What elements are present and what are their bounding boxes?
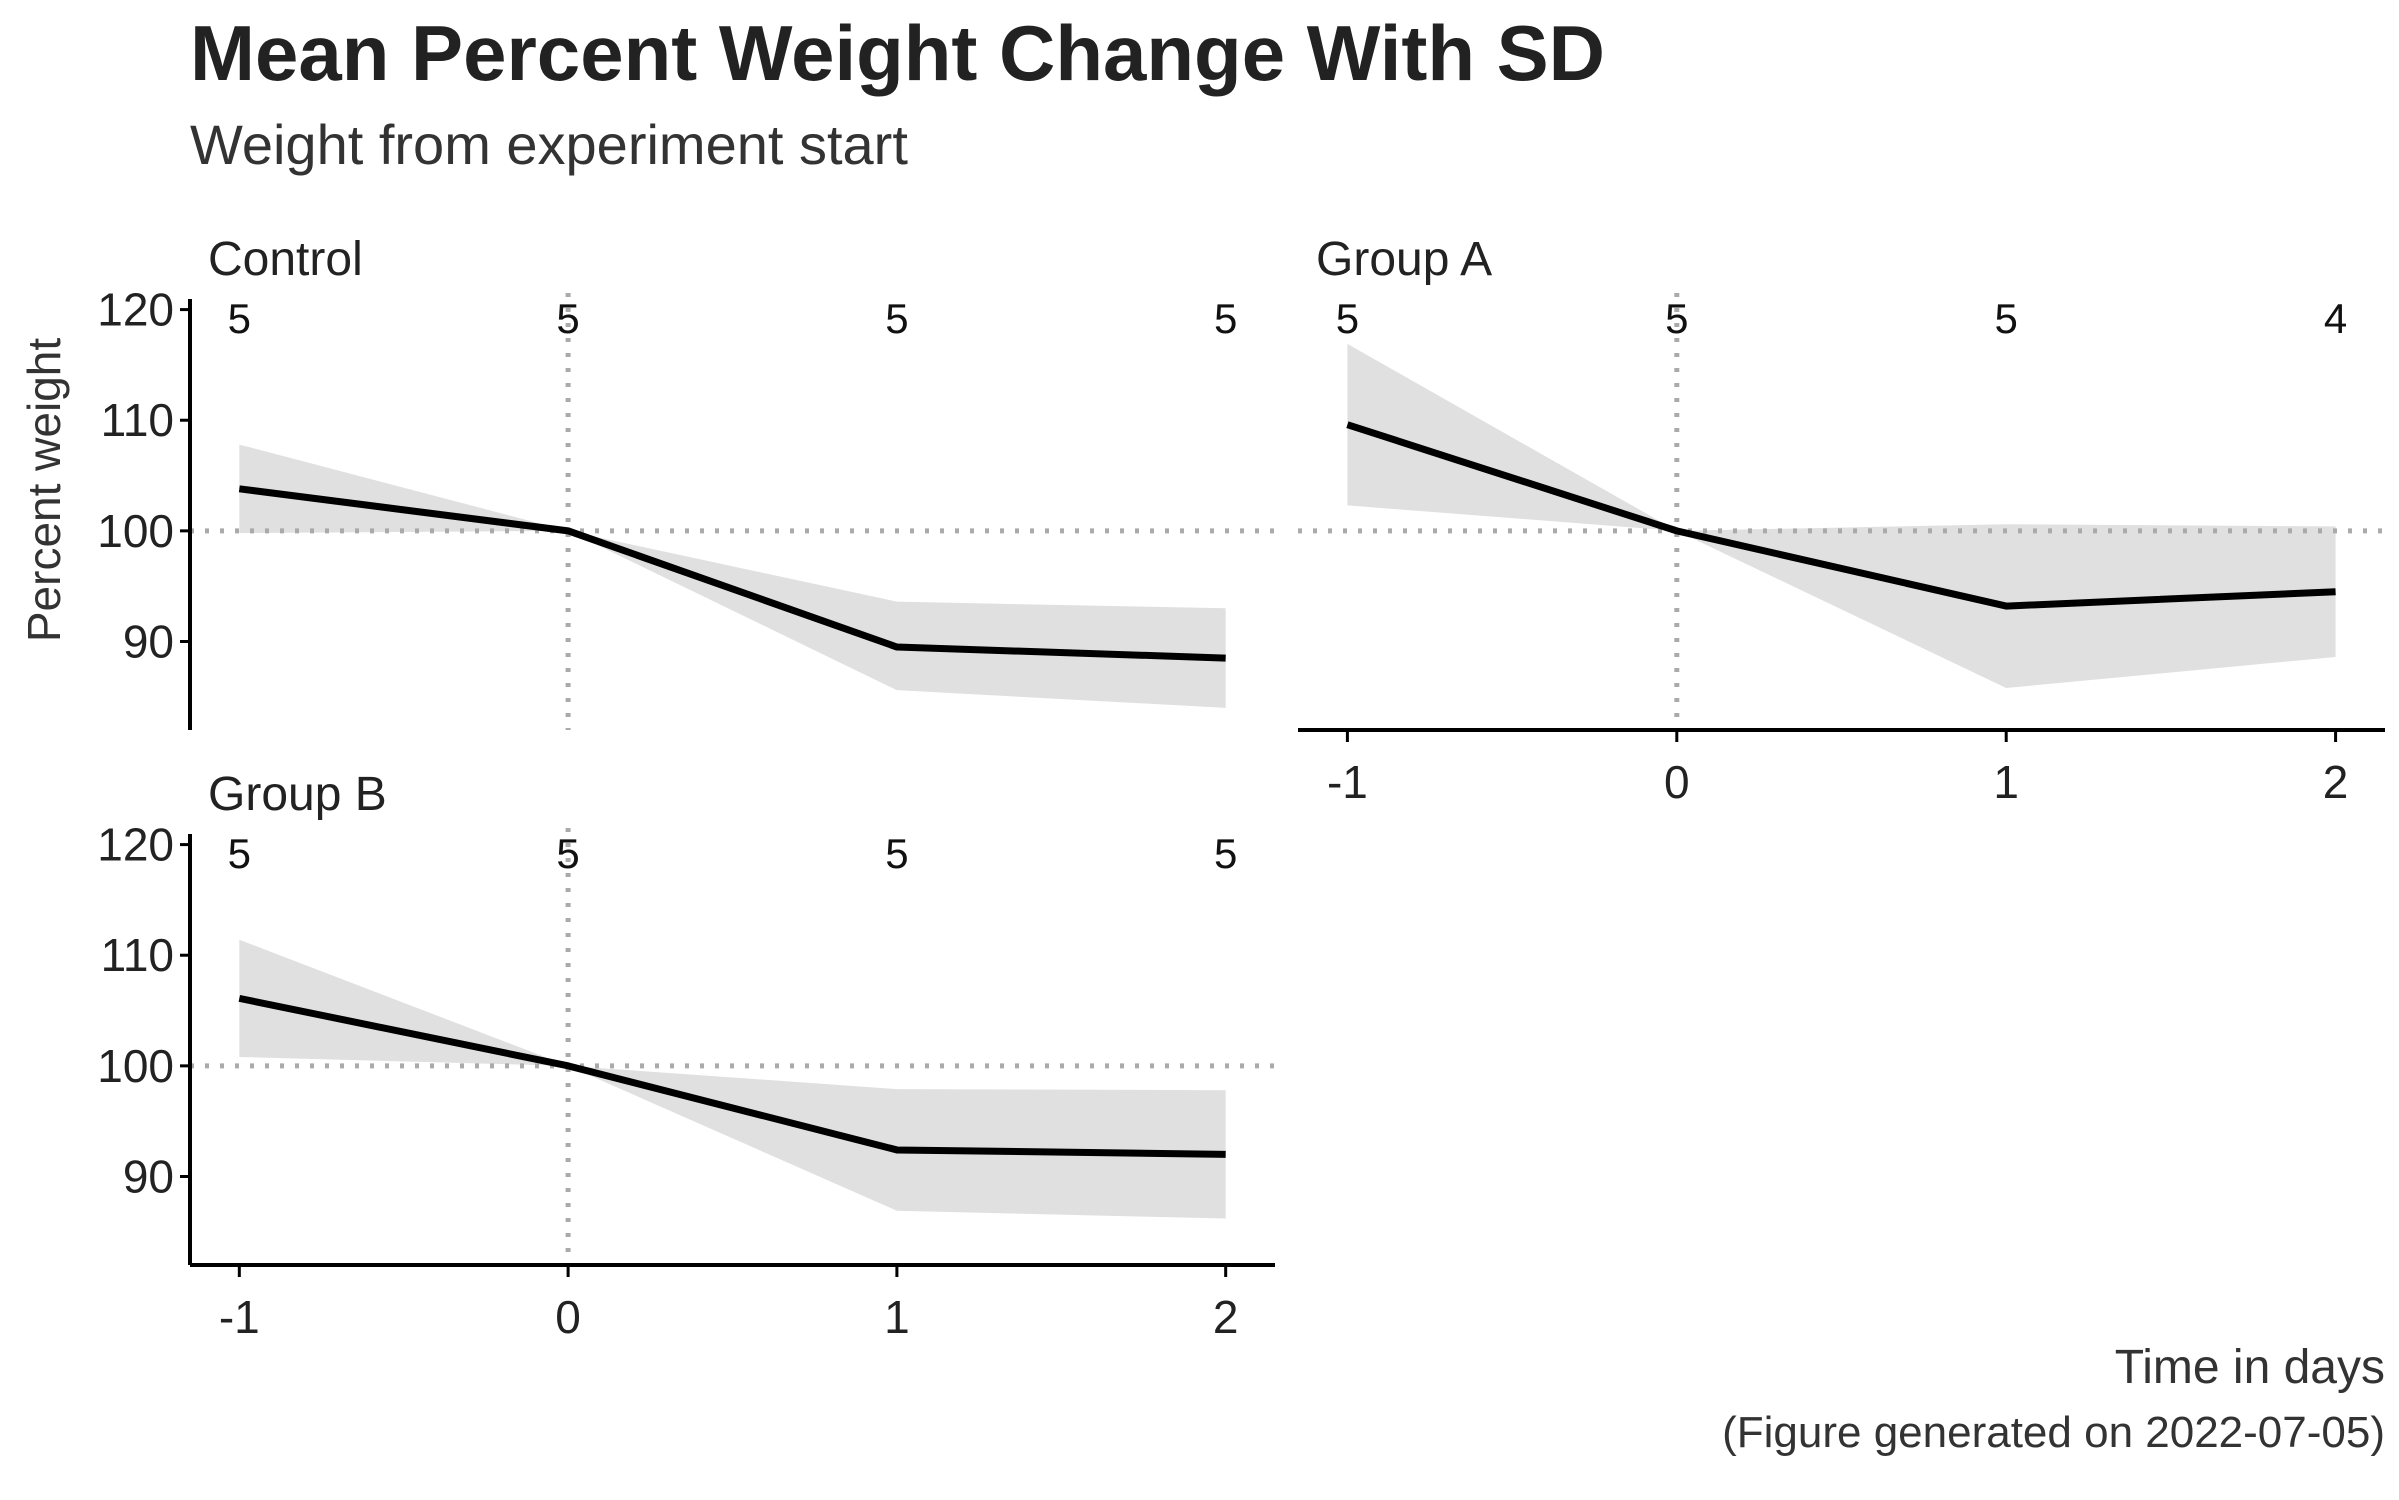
group-b-mean-line [238, 994, 1226, 1158]
group-b-count-label: 5 [1214, 830, 1237, 877]
group-a-panel-label: Group A [1316, 233, 1492, 286]
control-y-tick-label: 120 [97, 284, 174, 336]
group-a-sd-ribbon [1347, 343, 2336, 688]
control-mean-line [238, 485, 1226, 662]
y-axis-label: Percent weight [18, 338, 70, 642]
control-count-label: 5 [228, 295, 251, 342]
control-count-label: 5 [885, 295, 908, 342]
group-a-x-tick-label: 2 [2323, 756, 2349, 808]
group-a-x-tick-label: 0 [1664, 756, 1690, 808]
group-b-count-label: 5 [885, 830, 908, 877]
group-b-x-tick-label: 2 [1213, 1291, 1239, 1343]
group-b-count-label: 5 [228, 830, 251, 877]
control-count-label: 5 [1214, 295, 1237, 342]
control-y-tick-label: 90 [123, 615, 174, 667]
group-a-x-tick-label: -1 [1327, 756, 1368, 808]
control-sd-ribbon [239, 444, 1226, 708]
group-a-count-label: 5 [1995, 295, 2018, 342]
control-count-label: 5 [556, 295, 579, 342]
chart-title: Mean Percent Weight Change With SD [190, 9, 1606, 97]
group-a-x-tick-label: 1 [1993, 756, 2019, 808]
group-b-y-tick-label: 110 [101, 929, 174, 981]
group-b-count-label: 5 [556, 830, 579, 877]
control-y-tick-label: 110 [101, 394, 174, 446]
group-b-y-tick-label: 100 [97, 1040, 174, 1092]
group-a-count-label: 5 [1665, 295, 1688, 342]
x-axis-label: Time in days [2114, 1341, 2385, 1394]
group-b-x-tick-label: 0 [555, 1291, 581, 1343]
group-b-x-tick-label: 1 [884, 1291, 910, 1343]
group-b-x-tick-label: -1 [219, 1291, 260, 1343]
group-b-panel-label: Group B [208, 768, 387, 821]
group-b-y-tick-label: 90 [123, 1150, 174, 1202]
group-b-y-tick-label: 120 [97, 819, 174, 871]
group-a-count-label: 4 [2324, 295, 2347, 342]
group-a-mean-line [1346, 421, 2336, 610]
group-b-sd-ribbon [239, 939, 1226, 1219]
group-a-count-label: 5 [1336, 295, 1359, 342]
control-y-tick-label: 100 [97, 505, 174, 557]
chart-subtitle: Weight from experiment start [190, 113, 908, 176]
figure-caption: (Figure generated on 2022-07-05) [1722, 1408, 2385, 1457]
control-panel-label: Control [208, 233, 363, 286]
